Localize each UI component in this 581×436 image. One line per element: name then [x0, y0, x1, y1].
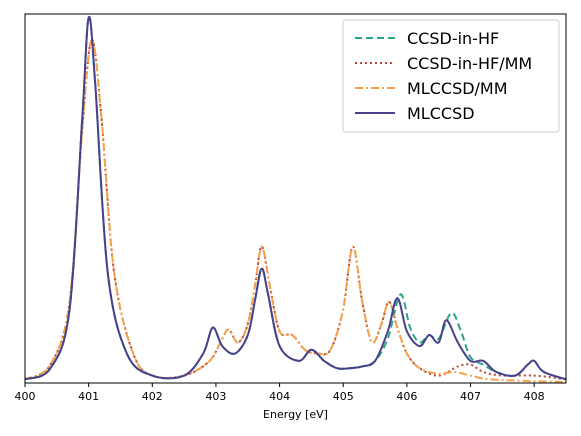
x-tick-label: 407	[460, 390, 481, 403]
series-line-mlccsd-mm	[24, 38, 567, 383]
x-tick-label: 403	[205, 390, 226, 403]
legend: CCSD-in-HF CCSD-in-HF/MM MLCCSD/MM MLCCSD	[342, 19, 560, 133]
legend-box	[342, 19, 560, 133]
series-layer	[24, 15, 567, 383]
legend-label: CCSD-in-HF/MM	[407, 54, 532, 73]
series-line-ccsd-in-hf-mm	[24, 38, 567, 381]
x-tick-label: 406	[396, 390, 417, 403]
x-axis-label: Energy [eV]	[263, 408, 328, 421]
x-tick-label: 408	[524, 390, 545, 403]
x-axis-ticks: 400 401 402 403 404 405 406 407 408	[15, 383, 545, 403]
x-tick-label: 405	[333, 390, 354, 403]
series-line-mlccsd	[24, 15, 567, 381]
plot-frame	[24, 13, 567, 384]
x-tick-label: 402	[142, 390, 163, 403]
x-tick-label: 401	[78, 390, 99, 403]
legend-label: CCSD-in-HF	[407, 29, 499, 48]
legend-label: MLCCSD	[407, 104, 475, 123]
legend-label: MLCCSD/MM	[407, 79, 508, 98]
x-tick-label: 400	[15, 390, 36, 403]
x-tick-label: 404	[269, 390, 290, 403]
